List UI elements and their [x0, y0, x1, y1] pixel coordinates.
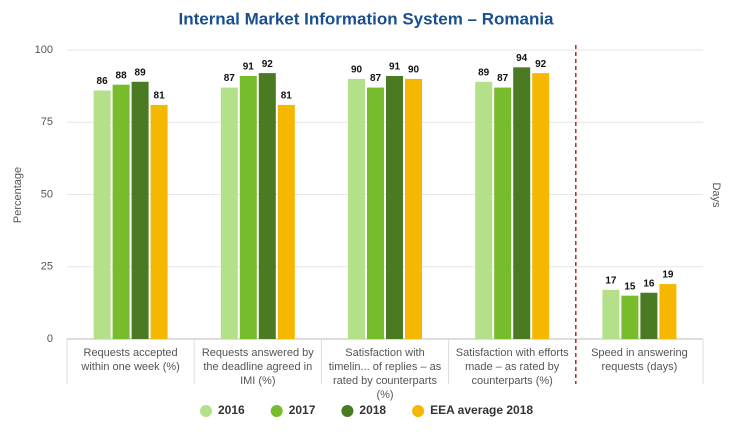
bar [93, 90, 111, 340]
legend-marker [270, 405, 283, 417]
bar [348, 78, 365, 340]
y-tick-label: 75 [41, 116, 53, 128]
x-tick-label: Requests accepted within one week (%) [81, 347, 180, 373]
value-label: 86 [97, 76, 109, 87]
bar [150, 104, 168, 339]
legend-label: 2016 [218, 403, 245, 417]
bar [239, 76, 257, 339]
bar [513, 67, 531, 339]
legend-marker [200, 405, 212, 417]
bar [220, 87, 238, 339]
y-tick-label: 25 [41, 261, 53, 273]
bar [532, 73, 550, 340]
y2-axis-label: Days [710, 182, 722, 208]
value-label: 87 [370, 73, 382, 84]
y-axis-label: Percentage [12, 167, 24, 223]
value-label: 92 [535, 59, 547, 70]
bar [277, 104, 295, 339]
x-tick-label: Satisfaction with efforts made – as rate… [455, 347, 569, 387]
bar [602, 289, 620, 339]
value-label: 91 [389, 62, 401, 73]
bar [640, 292, 658, 339]
bar [131, 81, 149, 339]
value-label: 87 [224, 73, 236, 84]
value-label: 92 [262, 59, 274, 70]
legend-marker [412, 405, 425, 417]
value-label: 17 [605, 276, 617, 287]
bar [258, 73, 276, 340]
value-label: 87 [497, 73, 509, 84]
bar [621, 295, 639, 339]
value-label: 19 [662, 270, 674, 281]
legend-label: EEA average 2018 [430, 403, 533, 417]
y-tick-label: 0 [47, 333, 53, 345]
value-label: 89 [478, 67, 490, 78]
bar [475, 81, 493, 339]
x-tick-label: Requests answered by the deadline agreed… [201, 347, 314, 387]
y-tick-label: 50 [41, 188, 53, 200]
bar [386, 76, 403, 339]
x-tick-label: Speed in answering requests (days) [591, 347, 688, 373]
y-tick-label: 100 [35, 44, 53, 56]
value-label: 88 [116, 70, 128, 81]
x-tick-label: Satisfaction with timelin... of replies … [328, 347, 442, 401]
value-label: 90 [351, 65, 363, 76]
legend-label: 2018 [359, 403, 386, 417]
value-label: 16 [643, 278, 655, 289]
bar [405, 78, 422, 340]
value-label: 81 [281, 91, 293, 102]
legend-marker [341, 405, 354, 417]
value-label: 89 [135, 67, 147, 78]
value-label: 94 [516, 53, 528, 64]
bar [367, 87, 384, 339]
value-label: 15 [624, 281, 636, 292]
value-label: 81 [154, 91, 166, 102]
bar [494, 87, 512, 339]
bar [659, 284, 677, 339]
value-label: 91 [243, 62, 255, 73]
bar [112, 84, 130, 340]
legend-label: 2017 [289, 403, 316, 417]
chart-title: Internal Market Information System – Rom… [178, 9, 554, 28]
value-label: 90 [408, 65, 420, 76]
